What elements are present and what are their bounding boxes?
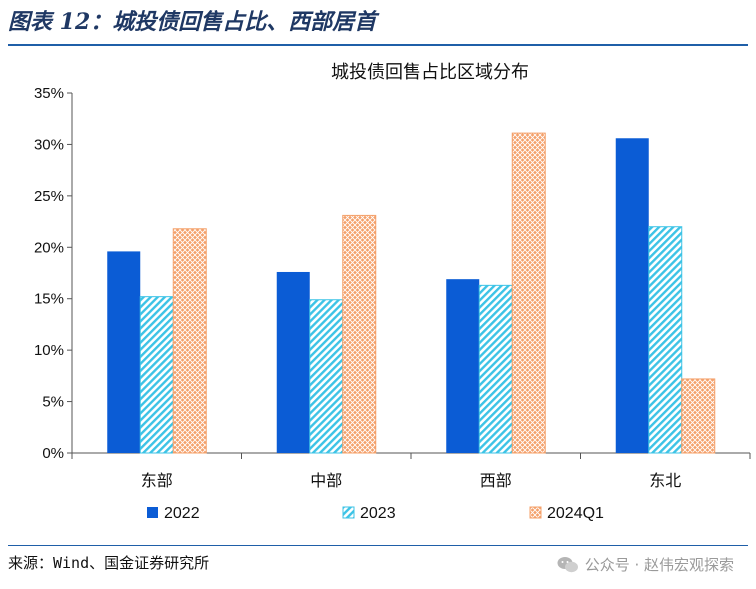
y-tick-label: 0% [42,445,64,462]
figure-title: 图表 12：城投债回售占比、西部居首 [8,9,377,35]
source-note: 来源：Wind、国金证券研究所 [8,554,210,572]
legend-label-2024Q1: 2024Q1 [547,505,604,522]
y-tick-label: 5% [42,394,64,411]
bar-2022-西部 [446,279,480,453]
y-tick-label: 35% [34,85,64,102]
legend-label-2023: 2023 [360,505,396,522]
y-tick-label: 10% [34,342,64,359]
legend-swatch-2022 [147,507,158,518]
bar-2023-西部 [478,284,513,454]
bar-2023-东北 [648,226,683,454]
bar-2024Q1-西部 [511,132,546,454]
bar-2022-中部 [276,271,310,453]
bar-2024Q1-东部 [172,228,207,454]
bar-2022-东部 [107,251,141,453]
x-category-label: 中部 [310,471,342,490]
bar-2022-东北 [615,138,649,453]
bar-2023-东部 [139,296,174,454]
chart-title: 城投债回售占比区域分布 [331,62,529,83]
y-tick-label: 25% [34,188,64,205]
y-tick-label: 30% [34,136,64,153]
source-rule [8,545,748,546]
title-rule [8,44,748,46]
legend-label-2022: 2022 [164,505,200,522]
bar-2024Q1-中部 [342,214,377,454]
x-category-label: 西部 [480,471,512,490]
plot-area: 0% 5% 10% 15% 20% 25% 30% 35% 东部 中部 西部 东北 [34,85,751,490]
wechat-icon [557,556,578,572]
x-category-label: 东北 [649,471,681,490]
bar-chart: 城投债回售占比区域分布 0% 5% 10% 15% 20% 25% 30% 35% 东部 中部 西部… [34,62,751,522]
bar-2023-中部 [309,299,344,454]
legend-swatch-2023 [342,506,355,519]
y-tick-label: 15% [34,291,64,308]
x-category-label: 东部 [141,471,173,490]
watermark-text: 公众号 · 赵伟宏观探索 [584,556,734,574]
watermark: 公众号 · 赵伟宏观探索 [557,554,734,575]
y-tick-label: 20% [34,239,64,256]
bar-2024Q1-东北 [681,378,716,454]
legend: 2022 2023 2024Q1 [147,505,604,522]
legend-swatch-2024Q1 [529,506,542,519]
